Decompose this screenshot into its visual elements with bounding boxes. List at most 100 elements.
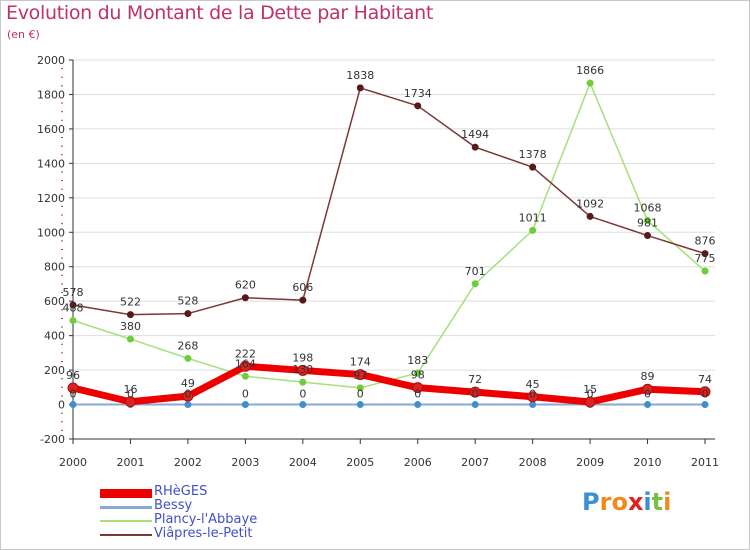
data-point	[414, 401, 422, 409]
data-point	[69, 316, 77, 324]
data-point	[354, 369, 366, 381]
data-point	[414, 369, 422, 377]
data-label: 198	[292, 351, 313, 364]
data-point	[644, 232, 652, 240]
legend-swatch	[100, 505, 152, 509]
data-point	[586, 212, 594, 220]
x-tick-label: 2004	[289, 456, 317, 469]
y-tick-label: 1600	[37, 123, 65, 136]
y-tick-label: 0	[58, 399, 65, 412]
data-point	[241, 372, 249, 380]
logo-letter: P	[582, 488, 600, 516]
data-label: 1378	[519, 148, 547, 161]
y-tick-label: 2000	[37, 54, 65, 67]
data-label: 1068	[634, 202, 662, 215]
data-point	[241, 401, 249, 409]
y-tick-label: 1800	[37, 88, 65, 101]
data-label: 49	[181, 377, 195, 390]
data-label: 380	[120, 320, 141, 333]
data-label: 0	[644, 388, 651, 401]
logo-letter: i	[643, 488, 652, 516]
x-tick-label: 2008	[519, 456, 547, 469]
x-tick-label: 2007	[461, 456, 489, 469]
data-point	[356, 84, 364, 92]
data-label: 0	[357, 388, 364, 401]
x-tick-label: 2003	[231, 456, 259, 469]
data-label: 1866	[576, 64, 604, 77]
data-label: 775	[695, 252, 716, 265]
y-tick-label: 400	[44, 330, 65, 343]
legend-swatch	[100, 488, 152, 498]
y-tick-label: -200	[40, 433, 65, 446]
data-label: 0	[184, 388, 191, 401]
data-point	[471, 280, 479, 288]
data-label: 578	[63, 286, 84, 299]
data-label: 620	[235, 279, 256, 292]
data-point	[471, 143, 479, 151]
data-point	[241, 294, 249, 302]
data-point	[701, 267, 709, 275]
data-point	[356, 401, 364, 409]
x-tick-label: 2009	[576, 456, 604, 469]
data-label: 98	[411, 369, 425, 382]
data-point	[126, 335, 134, 343]
y-tick-label: 600	[44, 295, 65, 308]
data-point	[126, 311, 134, 319]
data-point	[529, 163, 537, 171]
data-label: 1734	[404, 87, 432, 100]
data-label: 222	[235, 347, 256, 360]
data-point	[182, 390, 194, 402]
data-label: 89	[641, 370, 655, 383]
data-point	[297, 364, 309, 376]
data-point	[124, 396, 136, 408]
data-label: 0	[299, 388, 306, 401]
legend-label: RHèGES	[154, 484, 208, 499]
legend-item: Viâpres-le-Petit	[100, 526, 320, 542]
data-label: 0	[414, 388, 421, 401]
data-point	[412, 382, 424, 394]
data-point	[642, 383, 654, 395]
data-point	[184, 310, 192, 318]
chart-title: Evolution du Montant de la Dette par Hab…	[6, 2, 434, 24]
legend-item: Plancy-l'Abbaye	[100, 513, 320, 528]
data-point	[644, 401, 652, 409]
x-tick-label: 2005	[346, 456, 374, 469]
data-point	[469, 386, 481, 398]
logo-letter: x	[627, 488, 644, 516]
data-point	[584, 396, 596, 408]
data-label: 0	[529, 388, 536, 401]
data-label: 701	[465, 265, 486, 278]
data-label: 981	[637, 217, 658, 230]
data-label: 488	[63, 301, 84, 314]
data-label: 0	[702, 388, 709, 401]
logo-letter: o	[611, 488, 628, 516]
series-line	[72, 87, 706, 316]
data-point	[414, 102, 422, 110]
x-tick-label: 2010	[634, 456, 662, 469]
legend-label: Viâpres-le-Petit	[154, 526, 253, 541]
data-point	[529, 226, 537, 234]
data-label: 268	[177, 339, 198, 352]
data-point	[239, 360, 251, 372]
data-label: 0	[70, 388, 77, 401]
data-label: 1494	[461, 128, 489, 141]
data-label: 15	[583, 383, 597, 396]
legend-item: Bessy	[100, 498, 320, 514]
data-label: 1838	[346, 69, 374, 82]
legend-label: Bessy	[154, 498, 193, 513]
x-tick-label: 2001	[116, 456, 144, 469]
data-label: 528	[177, 295, 198, 308]
data-point	[299, 296, 307, 304]
data-label: 164	[235, 357, 256, 370]
x-tick-label: 2011	[691, 456, 719, 469]
data-point	[586, 79, 594, 87]
data-label: 1011	[519, 211, 547, 224]
y-tick-label: 200	[44, 364, 65, 377]
data-point	[299, 401, 307, 409]
data-point	[529, 401, 537, 409]
chart-legend: RHèGES Bessy Plancy-l'Abbaye Viâpres-le-…	[100, 484, 320, 542]
data-label: 0	[127, 388, 134, 401]
data-label: 522	[120, 296, 141, 309]
